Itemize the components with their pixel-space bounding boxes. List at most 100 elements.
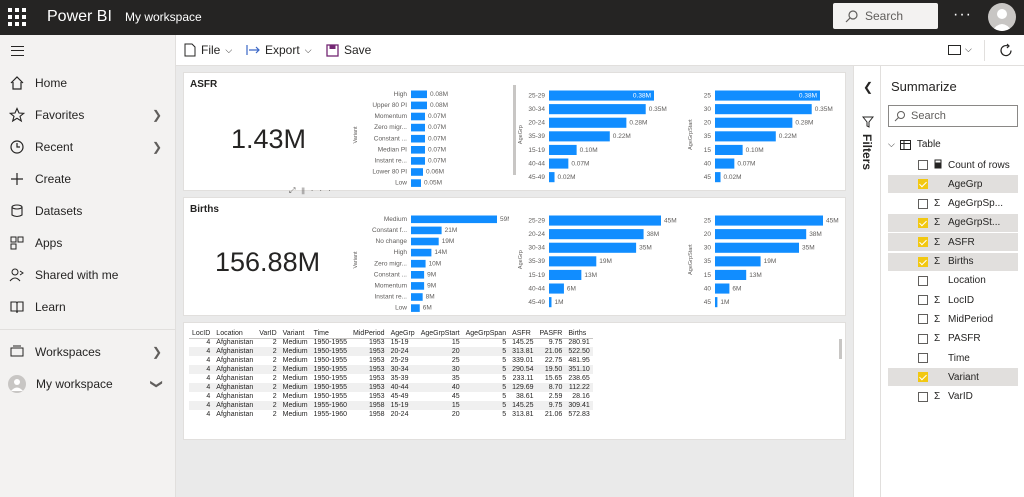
bar[interactable]	[715, 117, 793, 128]
column-header[interactable]: LocID	[192, 329, 211, 337]
bar[interactable]	[715, 215, 823, 226]
bar[interactable]	[411, 259, 426, 268]
bar[interactable]	[411, 101, 427, 110]
nav-create[interactable]: Create	[0, 163, 176, 195]
field-item[interactable]: Σ Births	[888, 252, 1018, 271]
scrollbar[interactable]	[513, 85, 516, 175]
bar[interactable]	[411, 248, 432, 257]
bar[interactable]	[715, 269, 747, 280]
column-header[interactable]: MidPeriod	[353, 329, 385, 337]
file-menu[interactable]: File ⌵	[184, 43, 232, 57]
births-variant-chart[interactable]: Variant Medium 59M Constant f... 21M No chang…	[349, 206, 509, 312]
field-item[interactable]: Count of rows	[888, 156, 1018, 174]
table-row[interactable]: 4 Afghanistan 2 Medium 1955-1960 1958 20-24 20 5…	[189, 410, 593, 419]
field-checkbox[interactable]	[918, 333, 928, 344]
bar[interactable]	[411, 215, 497, 224]
field-item[interactable]: Location	[888, 272, 1018, 290]
field-checkbox[interactable]	[918, 295, 928, 306]
asfr-agegrpstart-chart[interactable]: AgeGrpStart 25 0.38M 30 0.35M 20 0.28M 35 0.22M 1…	[684, 85, 844, 185]
bar[interactable]	[411, 168, 423, 176]
bar[interactable]	[715, 104, 812, 115]
field-item[interactable]: Σ PASFR	[888, 330, 1018, 348]
field-item[interactable]: Σ MidPeriod	[888, 310, 1018, 328]
births-tile[interactable]: Births 156.88M Variant Medium 59M Constant …	[183, 197, 846, 316]
export-menu[interactable]: Export ⌵	[246, 43, 312, 57]
bar[interactable]	[549, 144, 577, 155]
chevron-right-icon[interactable]: ❯	[152, 140, 163, 154]
visual-header-icons[interactable]: ⤢⫴···	[289, 186, 337, 195]
asfr-tile[interactable]: ASFR 1.43M Variant High 0.08M Upper 80 PI 0.…	[183, 72, 846, 195]
chevron-down-icon[interactable]: ⌵	[965, 44, 972, 54]
bar[interactable]	[549, 256, 597, 267]
column-header[interactable]: ASFR	[512, 329, 531, 337]
column-header[interactable]: Births	[568, 329, 587, 337]
field-checkbox[interactable]	[918, 372, 928, 383]
field-checkbox[interactable]	[918, 314, 928, 325]
births-agegrp-chart[interactable]: AgeGrp 25-29 45M 20-24 38M 30-34 35M 35-39 19M 15…	[514, 210, 679, 310]
table-row[interactable]: 4 Afghanistan 2 Medium 1950-1955 1953 40-44 40 5…	[189, 383, 593, 392]
collapse-chevron-icon[interactable]: ❮	[863, 80, 874, 94]
field-item[interactable]: Σ ASFR	[888, 233, 1018, 252]
column-header[interactable]: Time	[313, 329, 329, 337]
column-header[interactable]: Variant	[282, 329, 305, 337]
column-header[interactable]: Location	[216, 329, 243, 337]
bar[interactable]	[411, 90, 427, 99]
table-scrollbar[interactable]	[839, 339, 842, 359]
field-item[interactable]: Σ LocID	[888, 291, 1018, 309]
filters-pane[interactable]: ❮ Filters	[853, 66, 880, 497]
bar[interactable]	[411, 237, 439, 246]
field-checkbox[interactable]	[918, 237, 928, 248]
table-row[interactable]: 4 Afghanistan 2 Medium 1950-1955 1953 20-24 20 5…	[189, 347, 593, 356]
bar[interactable]	[549, 104, 646, 115]
field-checkbox[interactable]	[918, 275, 928, 286]
asfr-agegrp-chart[interactable]: AgeGrp 25-29 0.38M 30-34 0.35M 20-24 0.28M 35-3…	[514, 85, 679, 185]
workspace-breadcrumb[interactable]: My workspace	[125, 10, 202, 24]
field-checkbox[interactable]	[918, 198, 928, 209]
bar[interactable]	[715, 229, 807, 240]
brand-title[interactable]: Power BI	[47, 8, 112, 25]
nav-home[interactable]: Home	[0, 67, 176, 99]
bar[interactable]	[715, 297, 718, 308]
table-row[interactable]: 4 Afghanistan 2 Medium 1955-1960 1958 15-19 15 5…	[189, 401, 593, 410]
table-row[interactable]: 4 Afghanistan 2 Medium 1950-1955 1953 35-39 35 5…	[189, 374, 593, 383]
field-item[interactable]: Σ VarID	[888, 388, 1018, 406]
nav-recent[interactable]: Recent ❯	[0, 131, 176, 163]
bar[interactable]	[549, 242, 637, 253]
global-search[interactable]: Search	[833, 3, 938, 29]
chevron-down-icon[interactable]: ❯	[150, 378, 165, 390]
more-options-icon[interactable]: ···	[953, 6, 972, 23]
nav-learn[interactable]: Learn	[0, 291, 176, 323]
bar[interactable]	[411, 304, 420, 312]
table-node[interactable]: ⌵ Table	[888, 136, 1018, 153]
bar[interactable]	[549, 229, 644, 240]
bar[interactable]	[411, 157, 425, 165]
nav-datasets[interactable]: Datasets	[0, 195, 176, 227]
chevron-right-icon[interactable]: ❯	[152, 345, 163, 359]
nav-workspaces[interactable]: Workspaces ❯	[0, 336, 176, 368]
column-header[interactable]: AgeGrpStart	[420, 329, 460, 337]
table-row[interactable]: 4 Afghanistan 2 Medium 1950-1955 1953 30-34 30 5…	[189, 365, 593, 374]
table-row[interactable]: 4 Afghanistan 2 Medium 1950-1955 1953 45-49 45 5…	[189, 392, 593, 401]
bar[interactable]	[715, 158, 735, 169]
field-checkbox[interactable]	[918, 391, 928, 402]
column-header[interactable]: AgeGrpSpan	[465, 329, 507, 337]
field-checkbox[interactable]	[918, 256, 928, 267]
bar[interactable]	[411, 282, 425, 290]
chevron-down-icon[interactable]: ⌵	[888, 139, 895, 149]
bar[interactable]	[715, 242, 799, 253]
asfr-variant-chart[interactable]: Variant High 0.08M Upper 80 PI 0.08M Momentum…	[349, 81, 509, 187]
field-item[interactable]: Σ AgeGrpSt...	[888, 213, 1018, 232]
bar[interactable]	[549, 297, 552, 308]
bar[interactable]	[715, 90, 820, 101]
nav-my-workspace[interactable]: My workspace ❯	[0, 368, 176, 400]
bar[interactable]	[715, 131, 776, 142]
field-checkbox[interactable]	[918, 353, 928, 363]
data-table-tile[interactable]: LocID Location VarID Variant Time MidPeriod Ag…	[183, 322, 846, 440]
field-checkbox[interactable]	[918, 217, 928, 228]
chevron-right-icon[interactable]: ❯	[152, 108, 163, 122]
user-avatar[interactable]	[988, 3, 1016, 31]
table-row[interactable]: 4 Afghanistan 2 Medium 1950-1955 1953 25-29 25 5…	[189, 356, 593, 365]
column-header[interactable]: VarID	[259, 329, 277, 337]
app-launcher-icon[interactable]	[8, 8, 26, 26]
bar[interactable]	[715, 283, 730, 294]
